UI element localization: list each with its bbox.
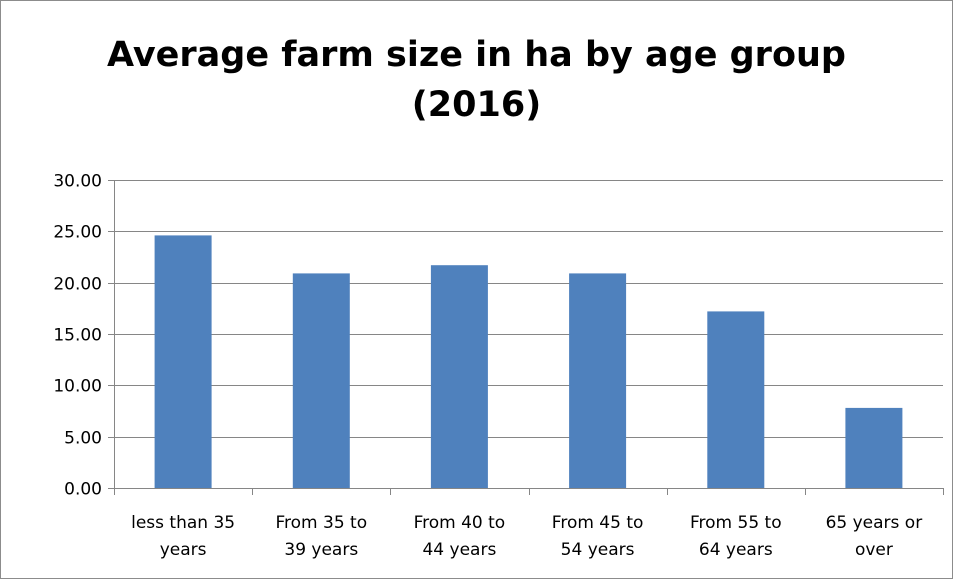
- y-tick-label: 30.00: [53, 172, 102, 192]
- x-tick-label: From 40 to 44 years: [414, 513, 506, 560]
- bar: [707, 311, 765, 488]
- chart-title: Average farm size in ha by age group (20…: [0, 30, 953, 130]
- bar: [430, 265, 488, 488]
- y-tick-label: 10.00: [53, 377, 102, 397]
- y-tick-label: 15.00: [53, 326, 102, 346]
- axes: [108, 180, 944, 495]
- chart-title-line-1: Average farm size in ha by age group: [107, 35, 846, 75]
- y-tick-label: 25.00: [53, 223, 102, 243]
- x-tick-label: From 35 to 39 years: [275, 513, 367, 560]
- gridlines: [114, 180, 943, 438]
- x-tick-label: 65 years or over: [826, 513, 923, 560]
- bar: [845, 407, 903, 488]
- y-tick-label: 0.00: [64, 480, 102, 500]
- x-tick-label: From 45 to 54 years: [552, 513, 644, 560]
- bars: [154, 235, 903, 488]
- bar: [569, 273, 627, 488]
- tick-labels: 0.00 5.00 10.00 15.00 20.00 25.00 30.00 less th…: [53, 172, 922, 561]
- x-tick-label: less than 35 years: [131, 513, 235, 560]
- bar: [292, 273, 350, 488]
- x-tick-label: From 55 to 64 years: [690, 513, 782, 560]
- y-tick-label: 20.00: [53, 275, 102, 295]
- bar: [154, 235, 212, 488]
- y-tick-label: 5.00: [64, 429, 102, 449]
- chart-title-line-2: (2016): [411, 85, 542, 125]
